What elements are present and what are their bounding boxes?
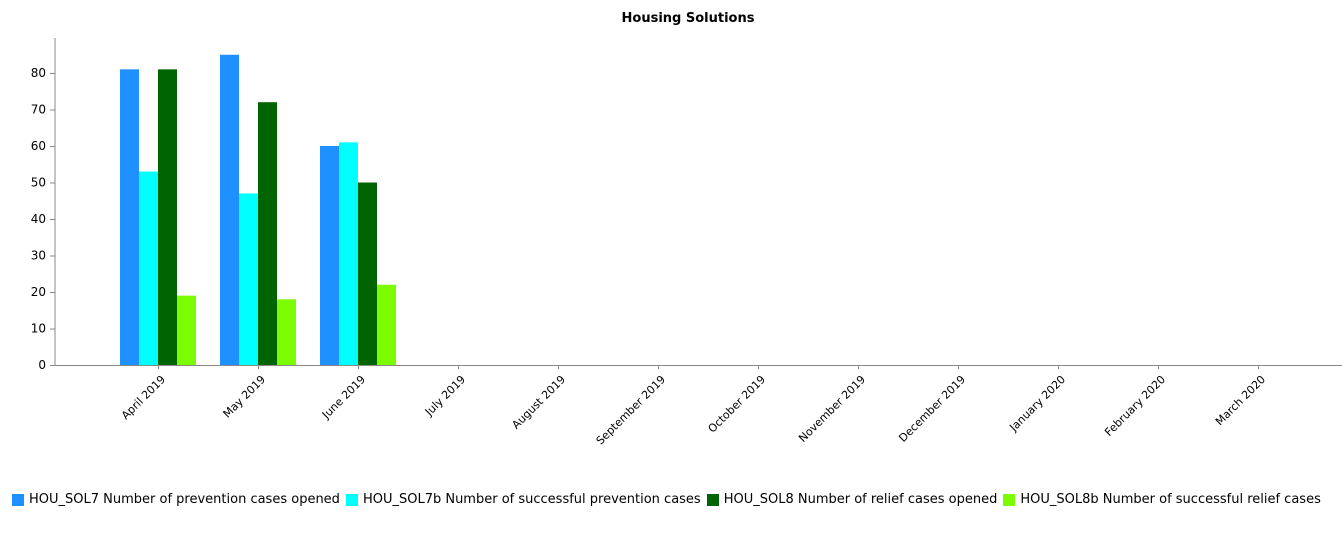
x-tick-label: August 2019 — [509, 373, 568, 432]
x-tick-label: February 2020 — [1102, 373, 1168, 439]
x-tick-label: May 2019 — [221, 373, 269, 421]
x-tick-label: June 2019 — [319, 373, 368, 422]
bar — [377, 284, 396, 365]
x-tick-label: July 2019 — [422, 373, 468, 419]
y-tick-label: 80 — [31, 66, 46, 80]
x-tick-label: January 2020 — [1006, 373, 1068, 435]
bar — [358, 182, 377, 365]
x-tick-label: September 2019 — [594, 373, 668, 447]
legend-swatch — [706, 493, 719, 506]
legend-label: HOU_SOL8b Number of successful relief ca… — [1020, 492, 1321, 507]
bars — [120, 54, 396, 365]
bar — [177, 295, 196, 365]
legend-item: HOU_SOL8b Number of successful relief ca… — [1003, 486, 1321, 513]
y-tick-label: 10 — [31, 322, 46, 336]
x-tick-label: March 2020 — [1213, 373, 1268, 428]
y-tick-label: 0 — [38, 358, 46, 372]
y-tick-label: 60 — [31, 139, 46, 153]
y-tick-label: 30 — [31, 249, 46, 263]
chart: Housing Solutions 0 10 20 30 40 50 60 70 80 Apri… — [31, 11, 1342, 447]
legend-item: HOU_SOL7 Number of prevention cases open… — [12, 486, 340, 513]
chart-title: Housing Solutions — [622, 11, 755, 26]
x-tick-label: October 2019 — [706, 373, 769, 436]
legend-swatch — [345, 493, 358, 506]
legend-label: HOU_SOL8 Number of relief cases opened — [723, 492, 998, 507]
bar — [158, 69, 177, 365]
bar — [277, 299, 296, 365]
bar — [139, 171, 158, 365]
y-tick-label: 50 — [31, 176, 46, 190]
bar — [339, 142, 358, 365]
y-tick-label: 70 — [31, 103, 46, 117]
legend-swatch — [1003, 493, 1016, 506]
bar — [320, 146, 339, 365]
bar — [220, 54, 239, 365]
legend-item: HOU_SOL8 Number of relief cases opened — [706, 486, 998, 513]
legend: HOU_SOL7 Number of prevention cases open… — [12, 486, 1332, 516]
legend-label: HOU_SOL7b Number of successful preventio… — [362, 492, 701, 507]
x-axis-ticks: April 2019 May 2019 June 2019 July 2019 Augu… — [119, 365, 1268, 447]
y-tick-label: 40 — [31, 212, 46, 226]
x-tick-label: December 2019 — [896, 373, 968, 445]
bar — [239, 193, 258, 365]
bar — [120, 69, 139, 365]
y-tick-label: 20 — [31, 285, 46, 299]
legend-item: HOU_SOL7b Number of successful preventio… — [345, 486, 701, 513]
legend-label: HOU_SOL7 Number of prevention cases open… — [29, 492, 340, 507]
x-tick-label: April 2019 — [119, 373, 168, 422]
bar — [258, 102, 277, 365]
legend-swatch — [12, 493, 24, 506]
x-tick-label: November 2019 — [796, 373, 868, 445]
y-axis-ticks: 0 10 20 30 40 50 60 70 80 — [31, 66, 55, 372]
